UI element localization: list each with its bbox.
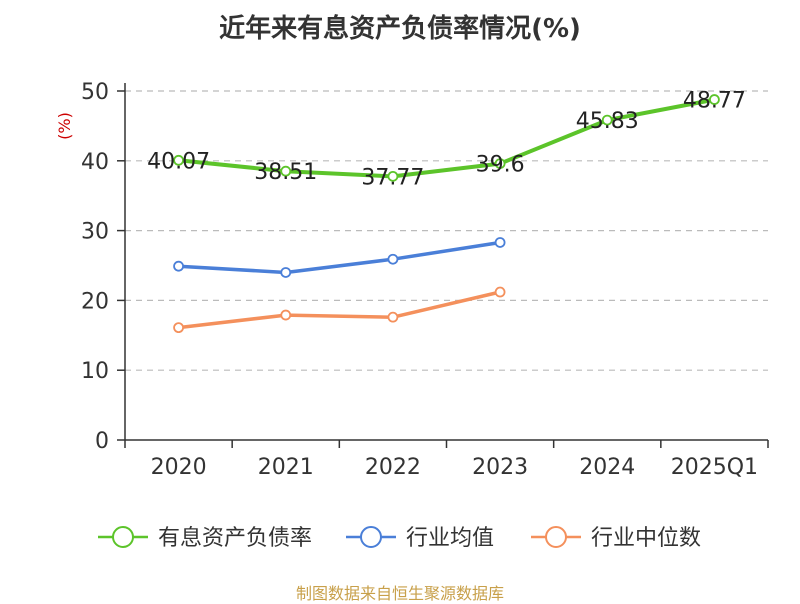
x-tick-label: 2022 xyxy=(365,455,421,480)
x-tick-label: 2025Q1 xyxy=(671,455,758,480)
data-label: 39.6 xyxy=(476,153,525,178)
series-line xyxy=(176,290,502,330)
data-label: 38.51 xyxy=(254,160,317,185)
x-tick-label: 2023 xyxy=(472,455,528,480)
legend-marker xyxy=(545,526,567,548)
series-point xyxy=(173,260,184,272)
data-label: 37.77 xyxy=(361,165,424,190)
series-line xyxy=(176,240,502,275)
series-point xyxy=(280,165,292,177)
y-axis-label: (%) xyxy=(55,112,74,140)
legend-label: 行业均值 xyxy=(406,526,494,551)
series-point xyxy=(494,237,506,248)
series-point xyxy=(173,322,184,334)
data-label: 48.77 xyxy=(683,89,746,114)
legend-label: 行业中位数 xyxy=(591,526,701,551)
y-tick-label: 30 xyxy=(81,220,109,245)
chart-title: 近年来有息资产负债率情况(%) xyxy=(219,14,581,44)
series-point xyxy=(280,267,292,278)
y-tick-label: 40 xyxy=(81,150,109,175)
y-tick-label: 10 xyxy=(81,359,109,384)
series-point xyxy=(494,158,506,169)
legend-marker xyxy=(360,526,382,548)
series-point xyxy=(387,170,399,182)
series-point xyxy=(280,309,292,321)
series-line xyxy=(176,97,717,179)
series-point xyxy=(601,114,613,126)
legend-marker xyxy=(112,526,134,548)
series-point xyxy=(709,94,720,105)
series-point xyxy=(387,311,399,323)
series-point xyxy=(173,154,184,166)
data-label: 40.07 xyxy=(147,149,210,174)
x-tick-label: 2021 xyxy=(258,455,314,480)
y-tick-label: 50 xyxy=(81,80,109,105)
series-point xyxy=(387,253,399,265)
source-note: 制图数据来自恒生聚源数据库 xyxy=(295,584,504,603)
x-tick-label: 2024 xyxy=(579,455,635,480)
x-tick-label: 2020 xyxy=(151,455,207,480)
y-tick-label: 20 xyxy=(81,289,109,314)
series-point xyxy=(494,286,506,298)
y-tick-label: 0 xyxy=(95,429,109,454)
legend-label: 有息资产负债率 xyxy=(158,526,312,551)
data-label: 45.83 xyxy=(576,109,639,134)
